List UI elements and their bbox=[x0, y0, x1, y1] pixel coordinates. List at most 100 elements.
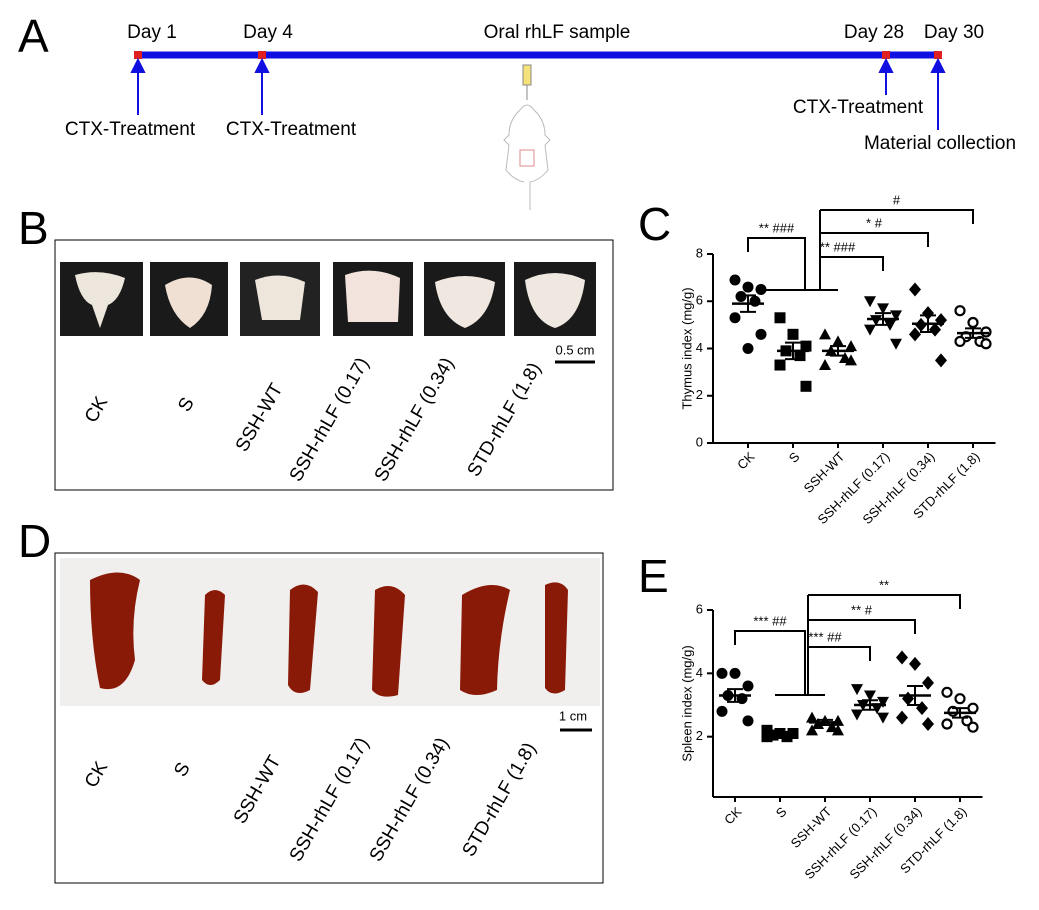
significance: ** ### bbox=[820, 239, 856, 254]
y-tick-label: 4 bbox=[696, 665, 703, 680]
y-tick-label: 4 bbox=[696, 340, 703, 355]
scale-label: 0.5 cm bbox=[555, 342, 594, 357]
bracket bbox=[820, 232, 929, 247]
point bbox=[742, 281, 754, 293]
event-label: CTX-Treatment bbox=[65, 119, 196, 140]
point bbox=[774, 312, 786, 324]
point bbox=[922, 675, 934, 690]
x-tick-label: S bbox=[786, 449, 803, 466]
x-tick-label: SSH-WT bbox=[801, 449, 848, 496]
significance: *** ## bbox=[808, 629, 842, 644]
error-bar bbox=[952, 707, 968, 719]
point bbox=[742, 715, 754, 727]
y-axis-title: Thymus index (mg/g) bbox=[679, 287, 694, 409]
point bbox=[935, 353, 947, 368]
y-tick-label: 6 bbox=[696, 601, 703, 616]
photo-label: STD-rhLF (1.8) bbox=[464, 359, 546, 480]
bracket bbox=[747, 237, 838, 291]
point bbox=[845, 340, 857, 352]
bracket bbox=[820, 256, 884, 271]
point bbox=[800, 340, 812, 352]
point bbox=[877, 712, 889, 724]
bracket bbox=[808, 646, 871, 661]
photo-label: STD-rhLF (1.8) bbox=[459, 739, 541, 860]
photo-label: S bbox=[174, 394, 199, 415]
point bbox=[909, 282, 921, 297]
point bbox=[877, 303, 889, 315]
bracket bbox=[808, 619, 916, 634]
point bbox=[941, 718, 953, 730]
error-bar bbox=[785, 341, 801, 361]
photo-label: SSH-rhLF (0.17) bbox=[286, 354, 374, 485]
significance: * # bbox=[866, 215, 883, 230]
y-tick-label: 2 bbox=[696, 728, 703, 743]
panel-label: D bbox=[18, 515, 51, 567]
event-label: CTX-Treatment bbox=[793, 97, 924, 118]
point bbox=[832, 335, 844, 347]
point bbox=[941, 686, 953, 698]
point bbox=[967, 721, 979, 733]
thymus-photos bbox=[60, 262, 596, 336]
point bbox=[896, 650, 908, 665]
x-tick-label: S bbox=[773, 804, 790, 821]
error-bar bbox=[772, 730, 788, 737]
mouse-sketch bbox=[503, 64, 551, 210]
bracket bbox=[808, 594, 961, 609]
y-tick-label: 8 bbox=[696, 245, 703, 260]
point bbox=[729, 667, 741, 679]
point bbox=[800, 380, 812, 392]
day-label: Day 1 bbox=[127, 22, 177, 43]
point bbox=[729, 274, 741, 286]
point bbox=[954, 305, 966, 317]
point bbox=[794, 350, 806, 362]
point bbox=[909, 656, 921, 671]
significance: # bbox=[893, 192, 901, 207]
error-bar bbox=[727, 688, 743, 703]
point bbox=[890, 310, 902, 322]
point bbox=[980, 338, 992, 350]
point bbox=[735, 291, 747, 303]
bracket bbox=[734, 630, 825, 696]
point bbox=[902, 691, 914, 706]
point bbox=[864, 690, 876, 702]
photo-label: CK bbox=[81, 393, 113, 427]
point bbox=[729, 312, 741, 324]
point bbox=[967, 702, 979, 714]
point bbox=[806, 711, 818, 723]
panel-label: E bbox=[638, 550, 669, 602]
point bbox=[851, 709, 863, 721]
scale-label: 1 cm bbox=[559, 708, 587, 723]
day-label: Day 4 bbox=[243, 22, 293, 43]
photo-label: SSH-rhLF (0.17) bbox=[286, 734, 374, 865]
event-label: CTX-Treatment bbox=[226, 119, 357, 140]
event-label: Material collection bbox=[864, 133, 1016, 154]
point bbox=[896, 710, 908, 725]
bracket bbox=[820, 209, 974, 224]
y-tick-label: 6 bbox=[696, 293, 703, 308]
point bbox=[929, 322, 941, 337]
point bbox=[909, 327, 921, 342]
photo-label: SSH-rhLF (0.34) bbox=[371, 354, 459, 485]
significance: *** ## bbox=[753, 613, 787, 628]
point bbox=[781, 731, 793, 743]
x-tick-label: SSH-WT bbox=[788, 804, 835, 851]
point bbox=[922, 717, 934, 731]
panel-label: A bbox=[18, 10, 49, 62]
point bbox=[774, 359, 786, 371]
point bbox=[916, 701, 928, 716]
point bbox=[716, 667, 728, 679]
point bbox=[742, 343, 754, 354]
y-axis-title: Spleen index (mg/g) bbox=[679, 645, 694, 761]
spleen-photo bbox=[60, 558, 600, 706]
error-bar bbox=[817, 718, 833, 726]
point bbox=[845, 354, 857, 366]
point bbox=[761, 724, 773, 736]
point bbox=[819, 328, 831, 340]
point bbox=[864, 324, 876, 336]
error-bar bbox=[862, 699, 878, 711]
point bbox=[826, 721, 838, 733]
error-bar bbox=[830, 345, 846, 357]
timeline-title: Oral rhLF sample bbox=[484, 22, 631, 43]
significance: ** # bbox=[851, 602, 873, 617]
panel-label: C bbox=[638, 198, 671, 250]
